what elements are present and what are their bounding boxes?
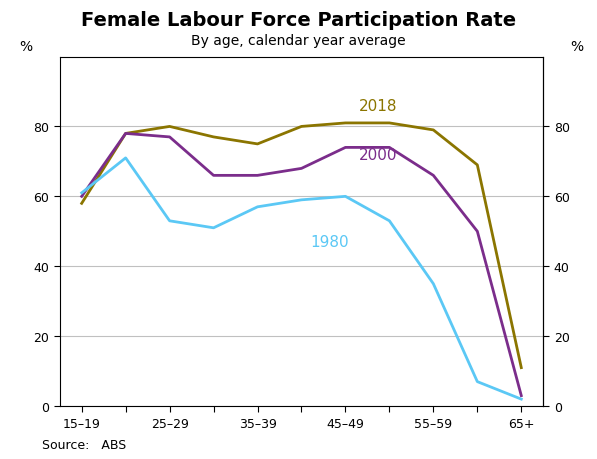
Text: %: % <box>571 40 584 54</box>
Text: 1980: 1980 <box>310 235 349 250</box>
Text: 2018: 2018 <box>359 99 397 114</box>
Text: %: % <box>19 40 32 54</box>
Text: 2000: 2000 <box>359 147 397 162</box>
Text: By age, calendar year average: By age, calendar year average <box>191 34 406 48</box>
Text: Source:   ABS: Source: ABS <box>42 438 126 451</box>
Text: Female Labour Force Participation Rate: Female Labour Force Participation Rate <box>81 11 516 30</box>
